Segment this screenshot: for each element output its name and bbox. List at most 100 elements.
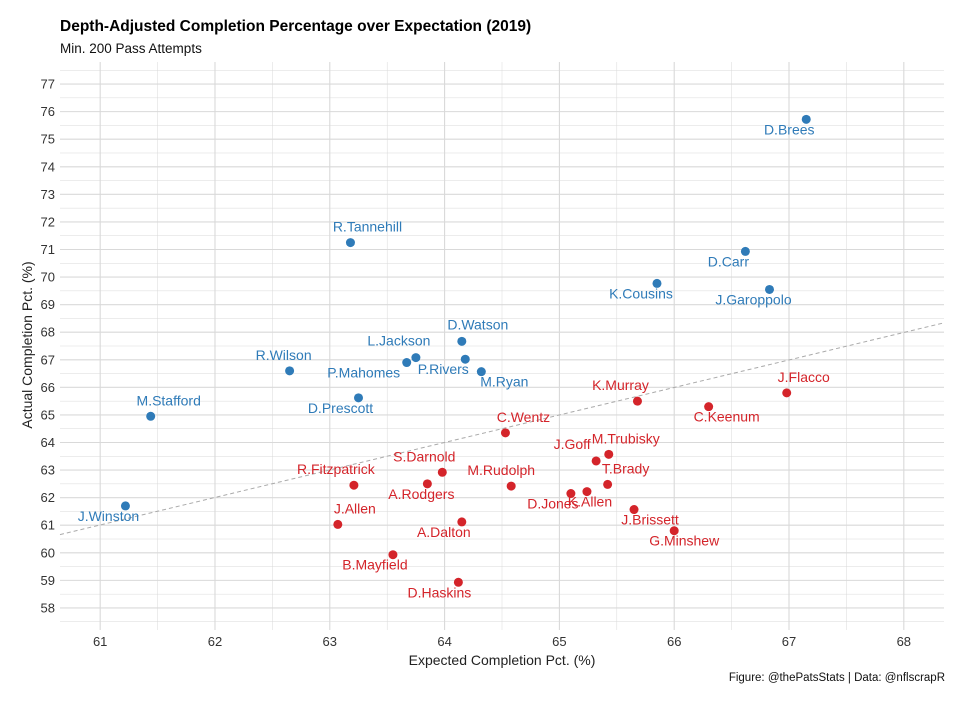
chart-title: Depth-Adjusted Completion Percentage ove…	[60, 18, 532, 35]
point-label-k-murray: K.Murray	[592, 377, 649, 393]
x-tick-label: 66	[667, 634, 681, 649]
point-j-goff	[591, 456, 601, 466]
chart-caption: Figure: @thePatsStats | Data: @nflscrapR	[728, 672, 945, 684]
point-d-prescott	[353, 393, 363, 403]
x-tick-label: 64	[437, 634, 451, 649]
point-d-haskins	[453, 577, 463, 587]
point-r-wilson	[285, 366, 295, 376]
y-tick-label: 74	[41, 159, 55, 174]
point-d-carr	[740, 246, 750, 256]
point-label-a-rodgers: A.Rodgers	[388, 486, 454, 502]
y-tick-label: 68	[41, 325, 55, 340]
point-m-rudolph	[506, 481, 516, 491]
reference-line	[59, 322, 945, 536]
point-d-brees	[801, 114, 811, 124]
point-m-ryan	[476, 367, 486, 377]
point-k-cousins	[652, 278, 662, 288]
point-r-fitzpatrick	[349, 480, 359, 490]
point-label-r-tannehill: R.Tannehill	[333, 219, 402, 235]
point-label-j-winston: J.Winston	[78, 508, 139, 524]
point-k-allen	[582, 487, 592, 497]
point-d-watson	[457, 336, 467, 346]
y-tick-label: 62	[41, 490, 55, 505]
y-tick-label: 67	[41, 352, 55, 367]
point-label-p-rivers: P.Rivers	[418, 361, 469, 377]
point-b-mayfield	[388, 550, 398, 560]
point-label-d-carr: D.Carr	[708, 253, 750, 269]
point-m-stafford	[146, 411, 156, 421]
grid-lines	[60, 62, 944, 630]
point-a-rodgers	[422, 479, 432, 489]
point-j-brissett	[629, 505, 639, 515]
y-tick-label: 64	[41, 435, 55, 450]
chart-subtitle: Min. 200 Pass Attempts	[60, 41, 202, 56]
point-label-c-wentz: C.Wentz	[497, 409, 550, 425]
point-label-g-minshew: G.Minshew	[649, 533, 720, 549]
point-s-darnold	[437, 467, 447, 477]
point-label-k-allen: K.Allen	[568, 494, 612, 510]
y-tick-labels: 58 59 60 61 62 63 64 65 66 67 68 69 70 71 72 73 74 75 76 77	[41, 77, 55, 616]
point-label-m-stafford: M.Stafford	[137, 392, 201, 408]
y-tick-label: 71	[41, 242, 55, 257]
y-tick-label: 61	[41, 518, 55, 533]
point-label-j-garoppolo: J.Garoppolo	[715, 291, 791, 307]
y-tick-label: 77	[41, 77, 55, 92]
point-c-keenum	[704, 402, 714, 412]
y-tick-label: 66	[41, 380, 55, 395]
point-j-winston	[120, 501, 130, 511]
point-a-dalton	[457, 517, 467, 527]
point-label-m-rudolph: M.Rudolph	[467, 462, 535, 478]
data-points	[120, 114, 811, 587]
point-m-trubisky	[604, 449, 614, 459]
y-tick-label: 75	[41, 132, 55, 147]
point-j-flacco	[782, 388, 792, 398]
y-tick-label: 70	[41, 270, 55, 285]
point-label-r-wilson: R.Wilson	[256, 347, 312, 363]
x-tick-label: 67	[782, 634, 796, 649]
y-tick-label: 60	[41, 545, 55, 560]
point-label-c-keenum: C.Keenum	[694, 409, 760, 425]
point-label-d-jones: D.Jones	[527, 496, 578, 512]
y-tick-label: 59	[41, 573, 55, 588]
point-label-r-fitzpatrick: R.Fitzpatrick	[297, 461, 376, 477]
point-c-wentz	[500, 428, 510, 438]
point-label-j-allen: J.Allen	[334, 500, 376, 516]
reference-line-layer	[59, 322, 945, 536]
point-label-d-watson: D.Watson	[447, 316, 508, 332]
x-tick-labels: 61 62 63 64 65 66 67 68	[93, 634, 911, 649]
point-p-mahomes	[402, 358, 412, 368]
y-tick-label: 69	[41, 297, 55, 312]
point-j-allen	[333, 519, 343, 529]
point-label-k-cousins: K.Cousins	[609, 285, 673, 301]
point-g-minshew	[669, 526, 679, 536]
x-tick-label: 62	[208, 634, 222, 649]
y-tick-label: 63	[41, 463, 55, 478]
point-label-m-trubisky: M.Trubisky	[592, 430, 660, 446]
point-label-t-brady: T.Brady	[602, 460, 649, 476]
point-k-murray	[632, 396, 642, 406]
point-label-j-goff: J.Goff	[554, 436, 591, 452]
point-label-m-ryan: M.Ryan	[480, 374, 528, 390]
y-tick-label: 76	[41, 104, 55, 119]
point-label-j-flacco: J.Flacco	[778, 369, 830, 385]
x-axis-title: Expected Completion Pct. (%)	[409, 652, 596, 668]
point-t-brady	[603, 479, 613, 489]
y-tick-label: 72	[41, 214, 55, 229]
point-label-a-dalton: A.Dalton	[417, 524, 471, 540]
point-j-garoppolo	[764, 284, 774, 294]
point-p-rivers	[460, 354, 470, 364]
y-tick-label: 65	[41, 407, 55, 422]
x-tick-label: 68	[897, 634, 911, 649]
point-label-d-prescott: D.Prescott	[308, 400, 373, 416]
point-l-jackson	[411, 353, 421, 363]
x-tick-label: 63	[323, 634, 337, 649]
point-label-b-mayfield: B.Mayfield	[342, 557, 407, 573]
point-label-d-haskins: D.Haskins	[407, 584, 471, 600]
point-labels: D.Brees R.Tannehill D.Carr K.Cousins J.Garop…	[78, 121, 830, 600]
y-axis-title: Actual Completion Pct. (%)	[19, 261, 35, 428]
y-tick-label: 58	[41, 600, 55, 615]
point-label-p-mahomes: P.Mahomes	[327, 365, 400, 381]
point-label-d-brees: D.Brees	[764, 121, 815, 137]
point-label-l-jackson: L.Jackson	[367, 333, 430, 349]
